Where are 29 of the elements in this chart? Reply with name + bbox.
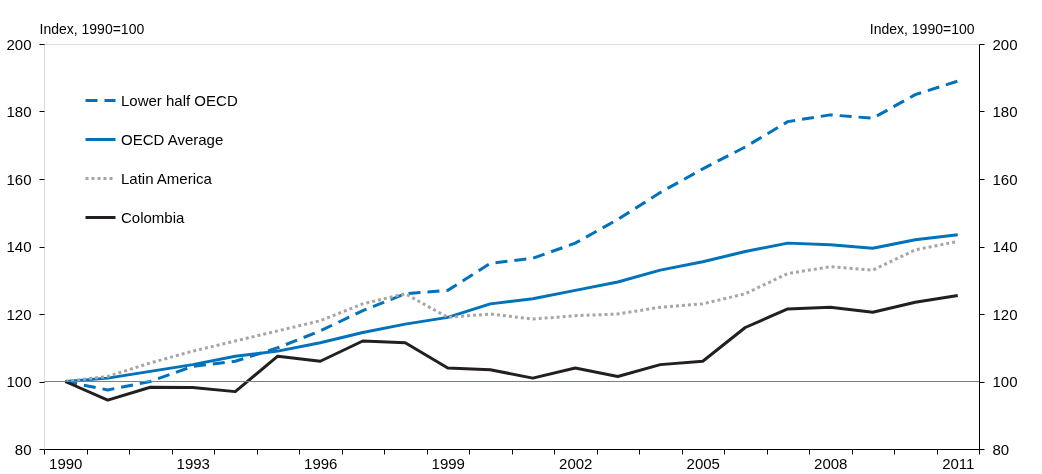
y-tick-label: 140 [6, 238, 32, 255]
x-tick-label: 2011 [942, 454, 975, 472]
y2-tick-label: 100 [992, 373, 1018, 390]
y2-tick-label: 120 [992, 305, 1018, 323]
legend-label: Colombia [121, 208, 186, 226]
y2-tick-label: 80 [992, 440, 1010, 458]
y2-tick-label: 180 [992, 103, 1018, 120]
y-tick-label: 200 [6, 35, 32, 53]
y2-tick-label: 140 [992, 238, 1018, 255]
x-tick-label: 1990 [49, 454, 83, 472]
legend-label: Lower half OECD [121, 91, 238, 109]
legend-label: Latin America [121, 169, 213, 187]
legend-label: OECD Average [121, 130, 224, 148]
y2-tick-label: 200 [992, 35, 1018, 53]
x-tick-label: 2008 [814, 454, 848, 472]
y-tick-label: 160 [6, 170, 32, 188]
x-tick-label: 2002 [559, 454, 593, 472]
y-tick-label: 180 [6, 103, 32, 120]
y-tick-label: 80 [14, 440, 32, 458]
y-tick-label: 100 [6, 373, 32, 390]
x-tick-label: 1996 [304, 454, 338, 472]
line-series [63, 293, 960, 402]
x-tick-label: 1999 [431, 454, 465, 472]
y2-axis-title: Index, 1990=100 [869, 20, 975, 37]
x-tick-label: 1993 [176, 454, 210, 472]
y-axis-title: Index, 1990=100 [39, 20, 145, 37]
y-tick-label: 120 [6, 305, 32, 323]
x-tick-label: 2005 [686, 454, 720, 472]
y2-tick-label: 160 [992, 170, 1018, 188]
